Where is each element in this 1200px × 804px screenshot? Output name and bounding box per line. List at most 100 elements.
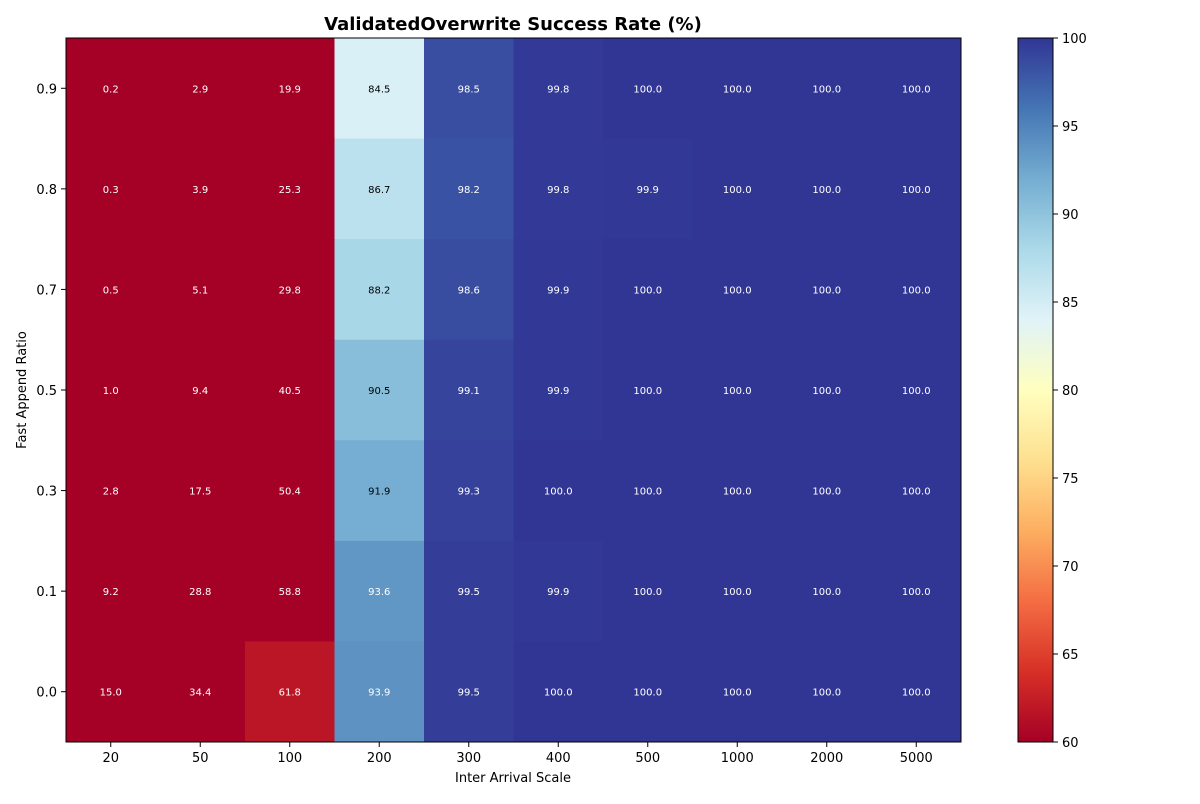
- cell-value-label: 100.0: [723, 285, 752, 296]
- y-axis-ticks: 0.9 0.8 0.7 0.5 0.3 0.1 0.0: [36, 82, 66, 701]
- heatmap-cell: [245, 239, 335, 341]
- heatmap-cell: [871, 38, 962, 140]
- heatmap-cell: [603, 138, 693, 240]
- cell-value-label: 99.9: [547, 285, 569, 296]
- cell-value-label: 25.3: [279, 185, 301, 196]
- heatmap-cell: [424, 641, 514, 743]
- cell-value-label: 0.5: [103, 285, 119, 296]
- cell-value-label: 86.7: [368, 185, 390, 196]
- cell-value-label: 100.0: [902, 587, 931, 598]
- cell-value-labels: 0.2 2.9 19.9 84.5 98.5 99.8 100.0 100.0 100.0 100…: [100, 84, 931, 698]
- y-tick-label: 0.9: [36, 82, 57, 97]
- x-tick-label: 400: [546, 751, 571, 766]
- heatmap-cell: [782, 641, 872, 743]
- heatmap-cell: [871, 540, 962, 642]
- cell-value-label: 100.0: [633, 688, 662, 699]
- cell-value-label: 100.0: [812, 185, 841, 196]
- heatmap-cells: [66, 38, 962, 743]
- heatmap-cell: [782, 440, 872, 542]
- heatmap-cell: [424, 339, 514, 441]
- cell-value-label: 88.2: [368, 285, 390, 296]
- heatmap-cell: [66, 38, 156, 140]
- cell-value-label: 90.5: [368, 386, 390, 397]
- colorbar-tick-label: 75: [1062, 472, 1079, 487]
- heatmap-cell: [245, 339, 335, 441]
- heatmap-cell: [782, 239, 872, 341]
- cell-value-label: 100.0: [633, 487, 662, 498]
- heatmap-cell: [871, 641, 962, 743]
- cell-value-label: 100.0: [633, 84, 662, 95]
- colorbar: [1017, 37, 1054, 743]
- heatmap-cell: [155, 540, 246, 642]
- cell-value-label: 19.9: [279, 84, 301, 95]
- heatmap-cell: [424, 38, 514, 140]
- cell-value-label: 100.0: [902, 688, 931, 699]
- x-tick-label: 5000: [900, 751, 933, 766]
- cell-value-label: 2.9: [192, 84, 208, 95]
- y-tick-label: 0.0: [36, 686, 57, 701]
- cell-value-label: 93.9: [368, 688, 390, 699]
- cell-value-label: 98.2: [458, 185, 480, 196]
- x-axis-label: Inter Arrival Scale: [455, 771, 571, 786]
- heatmap-cell: [245, 138, 335, 240]
- x-tick-label: 100: [277, 751, 302, 766]
- cell-value-label: 99.8: [547, 185, 569, 196]
- cell-value-label: 58.8: [279, 587, 301, 598]
- heatmap-cell: [871, 138, 962, 240]
- heatmap-cell: [871, 440, 962, 542]
- cell-value-label: 50.4: [279, 487, 301, 498]
- heatmap-cell: [513, 38, 604, 140]
- colorbar-tick-label: 100: [1062, 32, 1087, 47]
- y-axis-label: Fast Append Ratio: [15, 331, 30, 449]
- cell-value-label: 100.0: [902, 185, 931, 196]
- heatmap-cell: [692, 138, 783, 240]
- cell-value-label: 0.2: [103, 84, 119, 95]
- heatmap-cell: [66, 138, 156, 240]
- x-tick-label: 200: [367, 751, 392, 766]
- cell-value-label: 28.8: [189, 587, 211, 598]
- cell-value-label: 5.1: [192, 285, 208, 296]
- cell-value-label: 98.5: [458, 84, 480, 95]
- x-tick-label: 300: [456, 751, 481, 766]
- heatmap-cell: [782, 339, 872, 441]
- cell-value-label: 100.0: [902, 487, 931, 498]
- cell-value-label: 98.6: [458, 285, 480, 296]
- heatmap-cell: [603, 38, 693, 140]
- heatmap-cell: [334, 38, 425, 140]
- heatmap-cell: [513, 339, 604, 441]
- heatmap-cell: [782, 38, 872, 140]
- heatmap-cell: [66, 239, 156, 341]
- heatmap-cell: [692, 540, 783, 642]
- colorbar-tick-label: 70: [1062, 560, 1079, 575]
- heatmap-cell: [66, 641, 156, 743]
- x-tick-label: 2000: [810, 751, 843, 766]
- heatmap-cell: [155, 641, 246, 743]
- heatmap-cell: [513, 440, 604, 542]
- cell-value-label: 84.5: [368, 84, 390, 95]
- heatmap-cell: [245, 38, 335, 140]
- cell-value-label: 100.0: [723, 688, 752, 699]
- heatmap-cell: [334, 540, 425, 642]
- heatmap-cell: [603, 540, 693, 642]
- cell-value-label: 100.0: [633, 386, 662, 397]
- x-tick-label: 1000: [721, 751, 754, 766]
- cell-value-label: 100.0: [633, 285, 662, 296]
- heatmap-cell: [424, 138, 514, 240]
- y-tick-label: 0.7: [36, 283, 57, 298]
- heatmap-cell: [692, 38, 783, 140]
- cell-value-label: 100.0: [812, 587, 841, 598]
- heatmap-cell: [692, 339, 783, 441]
- colorbar-tick-label: 85: [1062, 296, 1079, 311]
- cell-value-label: 17.5: [189, 487, 211, 498]
- heatmap-cell: [782, 138, 872, 240]
- heatmap-cell: [66, 440, 156, 542]
- heatmap-cell: [603, 641, 693, 743]
- cell-value-label: 100.0: [902, 84, 931, 95]
- cell-value-label: 93.6: [368, 587, 390, 598]
- y-tick-label: 0.5: [36, 384, 57, 399]
- heatmap-cell: [245, 540, 335, 642]
- cell-value-label: 99.5: [458, 688, 480, 699]
- x-axis-ticks: 20 50 100 200 300 400 500 1000 2000 5000: [102, 742, 933, 766]
